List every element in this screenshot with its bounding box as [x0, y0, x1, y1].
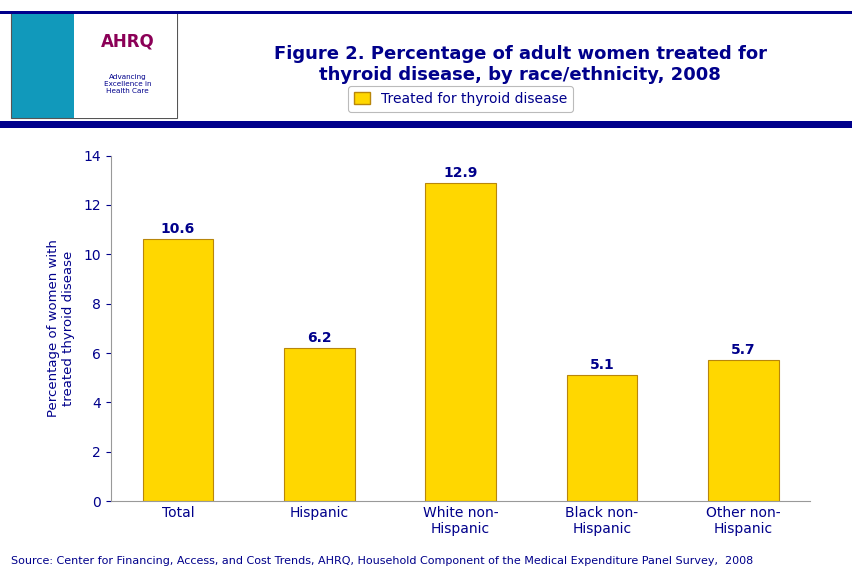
Text: 10.6: 10.6: [161, 222, 195, 237]
Bar: [74, 12, 177, 118]
Legend: Treated for thyroid disease: Treated for thyroid disease: [348, 86, 573, 112]
Text: 12.9: 12.9: [443, 166, 477, 180]
Bar: [566, 375, 636, 501]
Bar: [142, 240, 213, 501]
Bar: [707, 361, 778, 501]
Text: AHRQ: AHRQ: [101, 32, 154, 50]
Text: Figure 2. Percentage of adult women treated for
thyroid disease, by race/ethnici: Figure 2. Percentage of adult women trea…: [273, 46, 766, 84]
Text: 6.2: 6.2: [307, 331, 331, 345]
Text: 5.1: 5.1: [589, 358, 613, 372]
Text: Source: Center for Financing, Access, and Cost Trends, AHRQ, Household Component: Source: Center for Financing, Access, an…: [11, 556, 752, 566]
Bar: [425, 183, 495, 501]
Bar: [284, 348, 354, 501]
Text: 5.7: 5.7: [730, 343, 755, 358]
Text: Advancing
Excellence in
Health Care: Advancing Excellence in Health Care: [104, 74, 151, 94]
Y-axis label: Percentage of women with
treated thyroid disease: Percentage of women with treated thyroid…: [47, 240, 75, 417]
